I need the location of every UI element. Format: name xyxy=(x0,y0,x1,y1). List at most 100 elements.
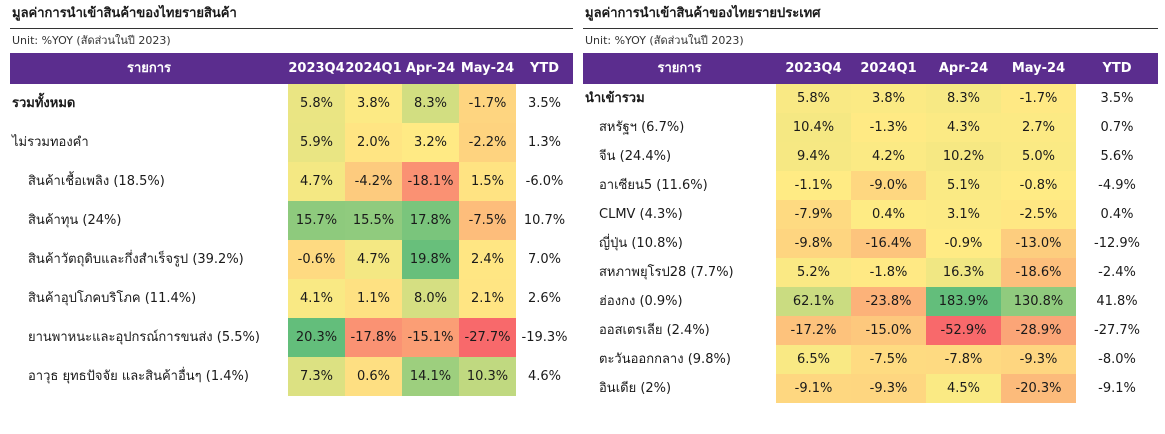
value-cell: 6.5% xyxy=(776,345,851,374)
value-cell: -2.2% xyxy=(459,123,516,162)
ytd-cell: 41.8% xyxy=(1096,294,1138,309)
row-label: นำเข้ารวม xyxy=(585,91,645,106)
header-2023q4: 2023Q4 xyxy=(785,61,842,76)
row-label: ญี่ปุ่น (10.8%) xyxy=(599,236,683,251)
right-panel: มูลค่าการนำเข้าสินค้าของไทยรายประเทศ Uni… xyxy=(583,0,1158,403)
table-header: รายการ 2023Q4 2024Q1 Apr-24 May-24 YTD xyxy=(583,53,1158,84)
row-label: ตะวันออกกลาง (9.8%) xyxy=(599,352,731,367)
ytd-cell: -27.7% xyxy=(1094,323,1140,338)
row-label: สหภาพยุโรป28 (7.7%) xyxy=(599,265,734,280)
row-label: ฮ่องกง (0.9%) xyxy=(599,294,683,309)
ytd-cell: 7.0% xyxy=(527,252,562,267)
row-label: ไม่รวมทองคำ xyxy=(12,135,89,150)
value-cell: 10.2% xyxy=(926,142,1001,171)
ytd-cell: -6.0% xyxy=(525,174,564,189)
ytd-cell: -2.4% xyxy=(1098,265,1136,280)
row-label: สินค้าวัตถุดิบและกึ่งสำเร็จรูป (39.2%) xyxy=(28,252,244,267)
value-cell: 5.0% xyxy=(1001,142,1076,171)
value-cell: 0.4% xyxy=(851,200,926,229)
value-cell: -9.0% xyxy=(851,171,926,200)
value-cell: 5.8% xyxy=(776,84,851,113)
row-label: สหรัฐฯ (6.7%) xyxy=(599,120,685,135)
value-cell: 3.8% xyxy=(851,84,926,113)
table-row: สหรัฐฯ (6.7%) 10.4% -1.3% 4.3% 2.7% 0.7% xyxy=(583,113,1158,142)
table-row: ไม่รวมทองคำ 5.9% 2.0% 3.2% -2.2% 1.3% xyxy=(10,123,573,162)
table-row: จีน (24.4%) 9.4% 4.2% 10.2% 5.0% 5.6% xyxy=(583,142,1158,171)
value-cell: -27.7% xyxy=(459,318,516,357)
ytd-cell: 10.7% xyxy=(523,213,566,228)
left-panel: มูลค่าการนำเข้าสินค้าของไทยรายสินค้า Uni… xyxy=(10,0,573,396)
value-cell: -0.8% xyxy=(1001,171,1076,200)
table-row: ยานพาหนะและอุปกรณ์การขนส่ง (5.5%) 20.3% -1… xyxy=(10,318,573,357)
value-cell: -18.6% xyxy=(1001,258,1076,287)
value-cell: -23.8% xyxy=(851,287,926,316)
value-cell: -15.0% xyxy=(851,316,926,345)
value-cell: -1.8% xyxy=(851,258,926,287)
value-cell: 19.8% xyxy=(402,240,459,279)
ytd-cell: 4.6% xyxy=(527,369,562,384)
value-cell: 2.4% xyxy=(459,240,516,279)
row-label: อาวุธ ยุทธปัจจัย และสินค้าอื่นๆ (1.4%) xyxy=(28,369,249,384)
value-cell: 1.1% xyxy=(345,279,402,318)
value-cell: 5.1% xyxy=(926,171,1001,200)
table-row: ฮ่องกง (0.9%) 62.1% -23.8% 183.9% 130.8% 41.8… xyxy=(583,287,1158,316)
value-cell: -2.5% xyxy=(1001,200,1076,229)
value-cell: 4.5% xyxy=(926,374,1001,403)
value-cell: 20.3% xyxy=(288,318,345,357)
value-cell: -13.0% xyxy=(1001,229,1076,258)
row-label: จีน (24.4%) xyxy=(599,149,672,164)
panel-title: มูลค่าการนำเข้าสินค้าของไทยรายประเทศ xyxy=(583,0,1158,29)
table-body: รวมทั้งหมด 5.8% 3.8% 8.3% -1.7% 3.5% ไม่รวมทอง… xyxy=(10,84,573,396)
value-cell: -7.5% xyxy=(459,201,516,240)
table-row: ญี่ปุ่น (10.8%) -9.8% -16.4% -0.9% -13.0% -12… xyxy=(583,229,1158,258)
value-cell: 4.1% xyxy=(288,279,345,318)
value-cell: -9.8% xyxy=(776,229,851,258)
value-cell: 15.5% xyxy=(345,201,402,240)
row-label: ยานพาหนะและอุปกรณ์การขนส่ง (5.5%) xyxy=(28,330,260,345)
value-cell: -1.3% xyxy=(851,113,926,142)
value-cell: -4.2% xyxy=(345,162,402,201)
ytd-cell: 2.6% xyxy=(527,291,562,306)
table-row: สินค้าทุน (24%) 15.7% 15.5% 17.8% -7.5% 10.7% xyxy=(10,201,573,240)
value-cell: -17.2% xyxy=(776,316,851,345)
value-cell: 183.9% xyxy=(926,287,1001,316)
value-cell: 130.8% xyxy=(1001,287,1076,316)
row-label: ออสเตรเลีย (2.4%) xyxy=(599,323,710,338)
ytd-cell: -12.9% xyxy=(1094,236,1140,251)
value-cell: 3.2% xyxy=(402,123,459,162)
value-cell: 14.1% xyxy=(402,357,459,396)
row-label: สินค้าเชื้อเพลิง (18.5%) xyxy=(28,174,165,189)
row-label: อินเดีย (2%) xyxy=(599,381,672,396)
value-cell: -7.5% xyxy=(851,345,926,374)
row-label: สินค้าทุน (24%) xyxy=(28,213,122,228)
value-cell: -9.3% xyxy=(851,374,926,403)
value-cell: 10.3% xyxy=(459,357,516,396)
header-may-24: May-24 xyxy=(1011,61,1066,76)
value-cell: -52.9% xyxy=(926,316,1001,345)
row-label: อาเซียน5 (11.6%) xyxy=(599,178,708,193)
value-cell: -0.6% xyxy=(288,240,345,279)
value-cell: 4.7% xyxy=(288,162,345,201)
ytd-cell: 0.7% xyxy=(1100,120,1134,135)
table-row: นำเข้ารวม 5.8% 3.8% 8.3% -1.7% 3.5% xyxy=(583,84,1158,113)
value-cell: 3.1% xyxy=(926,200,1001,229)
table-row: รวมทั้งหมด 5.8% 3.8% 8.3% -1.7% 3.5% xyxy=(10,84,573,123)
header-apr-24: Apr-24 xyxy=(405,61,456,76)
value-cell: 0.6% xyxy=(345,357,402,396)
value-cell: 2.1% xyxy=(459,279,516,318)
table-row: ตะวันออกกลาง (9.8%) 6.5% -7.5% -7.8% -9.3% -8… xyxy=(583,345,1158,374)
panel-title: มูลค่าการนำเข้าสินค้าของไทยรายสินค้า xyxy=(10,0,573,29)
value-cell: 9.4% xyxy=(776,142,851,171)
ytd-cell: 1.3% xyxy=(527,135,562,150)
header-label: รายการ xyxy=(126,61,172,76)
table-row: ออสเตรเลีย (2.4%) -17.2% -15.0% -52.9% -28.9… xyxy=(583,316,1158,345)
ytd-cell: 3.5% xyxy=(1100,91,1134,106)
value-cell: 17.8% xyxy=(402,201,459,240)
table-header: รายการ 2023Q4 2024Q1 Apr-24 May-24 YTD xyxy=(10,53,573,84)
header-may-24: May-24 xyxy=(460,61,515,76)
row-label: CLMV (4.3%) xyxy=(599,207,683,222)
value-cell: -1.7% xyxy=(459,84,516,123)
table-row: อินเดีย (2%) -9.1% -9.3% 4.5% -20.3% -9.1% xyxy=(583,374,1158,403)
value-cell: 2.0% xyxy=(345,123,402,162)
value-cell: -16.4% xyxy=(851,229,926,258)
